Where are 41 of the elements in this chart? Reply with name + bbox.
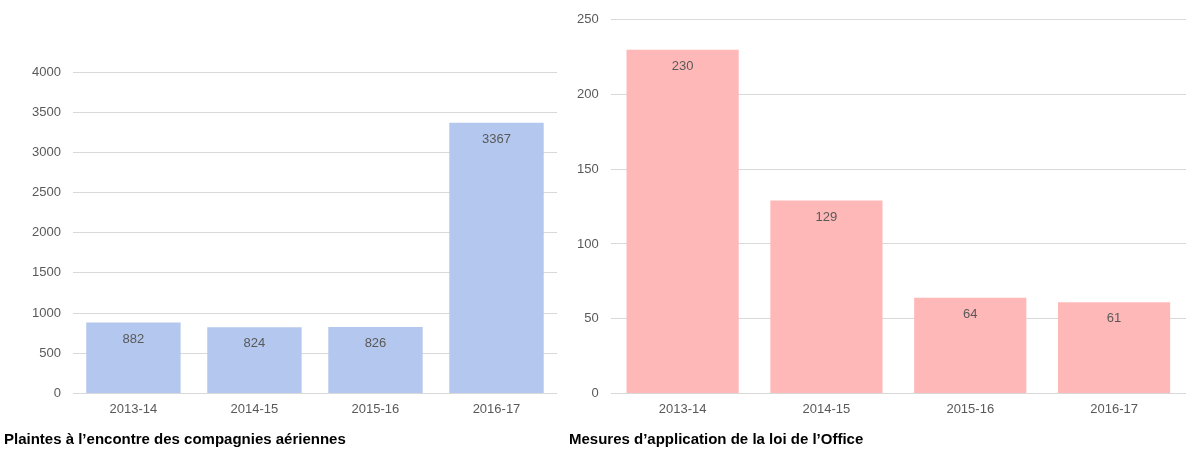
bar: [86, 322, 181, 393]
bar: [626, 49, 739, 393]
text: Plaintes à l’encontre des compagnies aériennes: [4, 430, 346, 447]
y-tick-label: 3500: [32, 103, 61, 119]
x-tick-label: 2013-14: [109, 400, 158, 416]
y-tick-label: 200: [576, 86, 599, 102]
data-label: 882: [122, 330, 145, 346]
y-tick-label: 1500: [32, 264, 61, 280]
data-label: 230: [671, 57, 694, 73]
bar: [770, 200, 883, 393]
bar: [328, 327, 423, 393]
bar: [1057, 302, 1171, 393]
y-tick-label: 0: [591, 384, 599, 400]
y-tick-label: 2000: [32, 224, 61, 240]
data-label: 129: [815, 208, 838, 224]
y-tick-label: 50: [584, 310, 599, 326]
y-tick-label: 3000: [32, 143, 61, 159]
y-tick-label: 100: [576, 235, 599, 251]
x-tick-label: 2014-15: [802, 400, 851, 416]
x-tick-label: 2015-16: [946, 400, 995, 416]
text: Mesures d’application de la loi de l’Office: [569, 430, 864, 447]
bar: [914, 297, 1027, 393]
x-tick-label: 2016-17: [1090, 400, 1138, 416]
y-tick-label: 250: [576, 11, 599, 27]
data-label: 826: [364, 335, 387, 351]
x-tick-label: 2015-16: [351, 400, 400, 416]
data-label: 64: [963, 305, 978, 321]
y-tick-label: 150: [576, 160, 599, 176]
y-tick-label: 1000: [32, 304, 61, 320]
x-tick-label: 2014-15: [230, 400, 279, 416]
y-tick-label: 2500: [32, 184, 61, 200]
y-tick-label: 500: [39, 344, 61, 360]
bar: [207, 327, 302, 393]
y-tick-label: 0: [53, 384, 61, 400]
y-tick-label: 4000: [32, 63, 61, 79]
x-tick-label: 2013-14: [658, 400, 707, 416]
data-label: 824: [243, 335, 266, 351]
data-label: 3367: [482, 130, 511, 146]
x-tick-label: 2016-17: [472, 400, 521, 416]
bar: [449, 122, 544, 393]
data-label: 61: [1106, 310, 1122, 326]
